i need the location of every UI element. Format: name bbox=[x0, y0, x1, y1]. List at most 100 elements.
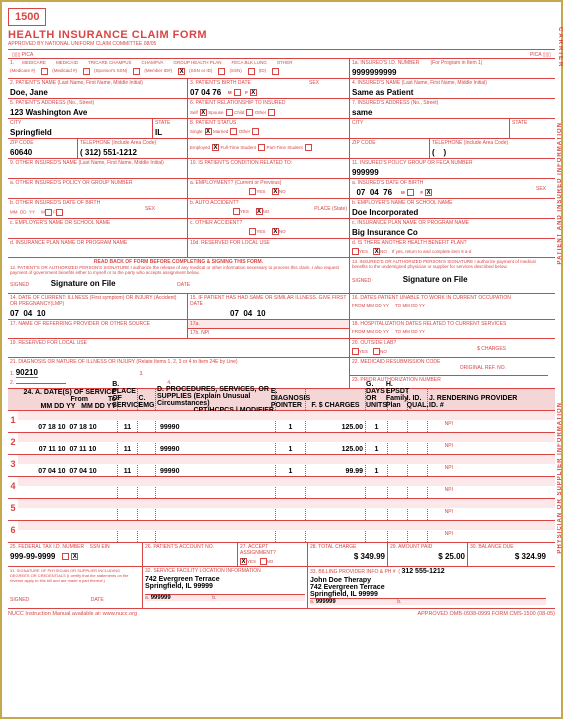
box-7-phone: TELEPHONE (Include Area Code) ( ) bbox=[430, 139, 548, 158]
chk-27-yes[interactable]: X bbox=[240, 558, 247, 565]
chk-rel-other[interactable] bbox=[268, 109, 275, 116]
box-11c: c. INSURANCE PLAN NAME OR PROGRAM NAME B… bbox=[350, 219, 548, 238]
chk-champva[interactable]: X bbox=[178, 68, 185, 75]
chk-10c-no[interactable]: X bbox=[272, 228, 279, 235]
box-5-zip: ZIP CODE 60640 bbox=[8, 139, 78, 158]
hdr-units: G. DAYS OR UNITS bbox=[366, 389, 388, 410]
chk-27-no[interactable] bbox=[260, 558, 267, 565]
hdr-chg: F. $ CHARGES bbox=[306, 389, 366, 410]
chk-married[interactable] bbox=[230, 128, 237, 135]
chk-medicaid[interactable] bbox=[83, 68, 90, 75]
box-17: 17. NAME OF REFERRING PROVIDER OR OTHER … bbox=[8, 320, 188, 338]
box-28: 28. TOTAL CHARGE $ 349.99 bbox=[308, 543, 388, 566]
patient-name: Doe, Jane bbox=[10, 88, 185, 97]
box-30: 30. BALANCE DUE $ 324.99 bbox=[468, 543, 548, 566]
hdr-dates: 24. A. DATE(S) OF SERVICE FromTo MM DD Y… bbox=[8, 389, 118, 410]
box-7-addr: 7. INSURED'S ADDRESS (No., Street) same bbox=[350, 99, 548, 118]
total-charge: 349.99 bbox=[361, 552, 385, 561]
chk-ein[interactable]: X bbox=[71, 553, 78, 560]
service-line-1: NPI107 18 10 07 18 1011999901125.001 bbox=[8, 411, 555, 433]
box-31: 31. SIGNATURE OF PHYSICIAN OR SUPPLIER I… bbox=[8, 567, 143, 608]
service-line-3: NPI307 04 10 07 04 101199990199.991 bbox=[8, 455, 555, 477]
chk-self[interactable]: X bbox=[200, 109, 207, 116]
box-9d: d. INSURANCE PLAN NAME OR PROGRAM NAME bbox=[8, 239, 188, 257]
chk-10b-yes[interactable] bbox=[233, 208, 240, 215]
chk-group[interactable] bbox=[218, 68, 225, 75]
chk-employed[interactable]: X bbox=[212, 144, 219, 151]
chk-11a-f[interactable]: X bbox=[425, 189, 432, 196]
carrier-tab: CARRIER bbox=[557, 27, 563, 68]
hdr-proc: D. PROCEDURES, SERVICES, OR SUPPLIES (Ex… bbox=[156, 389, 276, 410]
service-line-6: NPI6 bbox=[8, 521, 555, 543]
chk-10b-no[interactable]: X bbox=[256, 208, 263, 215]
chk-single[interactable]: X bbox=[205, 128, 212, 135]
insured-address: same bbox=[352, 108, 546, 117]
chk-11d-yes[interactable] bbox=[352, 248, 359, 255]
box-22-23: 22. MEDICAID RESUBMISSION CODE ORIGINAL … bbox=[350, 358, 548, 388]
chk-9b-f[interactable] bbox=[56, 209, 63, 216]
chk-feca[interactable] bbox=[248, 68, 255, 75]
insured-name: Same as Patient bbox=[352, 88, 546, 97]
box-32: 32. SERVICE FACILITY LOCATION INFORMATIO… bbox=[143, 567, 308, 608]
chk-ft[interactable] bbox=[258, 144, 265, 151]
box-4: 4. INSURED'S NAME (Last Name, First Name… bbox=[350, 79, 548, 98]
service-line-5: NPI5 bbox=[8, 499, 555, 521]
chk-tricare[interactable] bbox=[133, 68, 140, 75]
box-5-city: CITY Springfield bbox=[8, 119, 153, 138]
chk-medicare[interactable] bbox=[41, 68, 48, 75]
chk-sex-f[interactable]: X bbox=[250, 89, 257, 96]
box-3: 3. PATIENT'S BIRTH DATESEX 07 04 76 M FX bbox=[188, 79, 350, 98]
box-11d: d. IS THERE ANOTHER HEALTH BENEFIT PLAN?… bbox=[350, 239, 548, 257]
chk-sex-m[interactable] bbox=[234, 89, 241, 96]
service-lines: NPI107 18 10 07 18 1011999901125.001NPI2… bbox=[8, 411, 555, 543]
chk-spouse[interactable] bbox=[226, 109, 233, 116]
box-27: 27. ACCEPT ASSIGNMENT? XYES NO bbox=[238, 543, 308, 566]
billing-name: John Doe Therapy bbox=[310, 577, 546, 584]
facility-addr2: Springfield, IL 99999 bbox=[145, 583, 305, 590]
box-11b: b. EMPLOYER'S NAME OR SCHOOL NAME Doe In… bbox=[350, 199, 548, 218]
chk-status-other[interactable] bbox=[252, 128, 259, 135]
box-5-phone: TELEPHONE (Include Area Code) ( 312) 551… bbox=[78, 139, 188, 158]
hdr-dx: E. DIAGNOSIS POINTER bbox=[276, 389, 306, 410]
chk-11a-m[interactable] bbox=[407, 189, 414, 196]
service-line-2: NPI207 11 10 07 11 1011999901125.001 bbox=[8, 433, 555, 455]
billing-addr2: Springfield, IL 99999 bbox=[310, 591, 546, 598]
box-21: 21. DIAGNOSIS OR NATURE OF ILLNESS OR IN… bbox=[8, 358, 350, 388]
box-9a: a. OTHER INSURED'S POLICY OR GROUP NUMBE… bbox=[8, 179, 188, 198]
patient-info-tab: PATIENT AND INSURED INFORMATION bbox=[557, 122, 563, 264]
box-10c: c. OTHER ACCIDENT? YES XNO bbox=[188, 219, 350, 238]
box-7-state: STATE bbox=[510, 119, 548, 138]
box-6: 6. PATIENT RELATIONSHIP TO INSURED SelfX… bbox=[188, 99, 350, 118]
hdr-epsdt: H. EPSDT Family Plan bbox=[388, 389, 408, 410]
box-2: 2. PATIENT'S NAME (Last Name, First Name… bbox=[8, 79, 188, 98]
patient-city: Springfield bbox=[10, 128, 150, 137]
patient-signature: Signature on File bbox=[51, 279, 116, 288]
box-16: 16. DATES PATIENT UNABLE TO WORK IN CURR… bbox=[350, 294, 548, 319]
box-33: 33. BILLING PROVIDER INFO & PH # ( 312 5… bbox=[308, 567, 548, 608]
box-1a: 1a. INSURED'S I.D. NUMBER (For Program i… bbox=[350, 59, 548, 78]
chk-20-yes[interactable] bbox=[352, 348, 359, 355]
form-number: 1500 bbox=[8, 8, 46, 26]
insurance-plan: Big Insurance Co bbox=[352, 228, 546, 237]
hdr-emg: C. EMG bbox=[138, 389, 156, 410]
box-29: 29. AMOUNT PAID $ 25.00 bbox=[388, 543, 468, 566]
box-20: 20. OUTSIDE LAB?$ CHARGES YES NO bbox=[350, 339, 548, 357]
chk-9b-m[interactable] bbox=[45, 209, 52, 216]
policy-number: 999999 bbox=[352, 168, 546, 177]
box-11: 11. INSURED'S POLICY GROUP OR FECA NUMBE… bbox=[350, 159, 548, 178]
physician-info-tab: PHYSICIAN OR SUPPLIER INFORMATION bbox=[557, 402, 563, 554]
box-1: 1. MEDICARE MEDICAID TRICARE CHAMPUS CHA… bbox=[8, 59, 350, 78]
box-12: READ BACK OF FORM BEFORE COMPLETING & SI… bbox=[8, 258, 350, 293]
chk-other[interactable] bbox=[272, 68, 279, 75]
insured-id: 9999999999 bbox=[352, 68, 546, 77]
chk-child[interactable] bbox=[246, 109, 253, 116]
chk-ssn[interactable] bbox=[62, 553, 69, 560]
chk-pt[interactable] bbox=[305, 144, 312, 151]
box-9: 9. OTHER INSURED'S NAME (Last Name, Firs… bbox=[8, 159, 188, 178]
billing-addr1: 742 Evergreen Terrace bbox=[310, 584, 546, 591]
box-18: 18. HOSPITALIZATION DATES RELATED TO CUR… bbox=[350, 320, 548, 338]
balance-due: 324.99 bbox=[522, 552, 546, 561]
box-9c: c. EMPLOYER'S NAME OR SCHOOL NAME bbox=[8, 219, 188, 238]
chk-10a-no[interactable]: X bbox=[272, 188, 279, 195]
box-9b: b. OTHER INSURED'S DATE OF BIRTHSEX MM D… bbox=[8, 199, 188, 218]
